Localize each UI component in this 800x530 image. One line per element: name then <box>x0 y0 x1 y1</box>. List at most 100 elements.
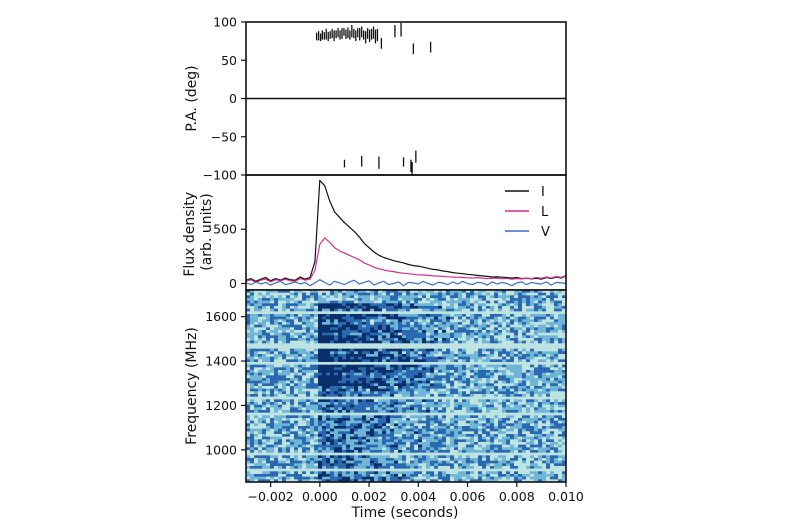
heatmap-cell <box>554 322 559 326</box>
heatmap-cell <box>562 319 567 323</box>
heatmap-cell <box>386 434 391 438</box>
heatmap-cell <box>322 300 327 304</box>
heatmap-cell <box>338 402 343 406</box>
heatmap-cell <box>542 442 547 446</box>
heatmap-cell <box>322 306 327 310</box>
heatmap-cell <box>370 322 375 326</box>
heatmap-cell <box>418 364 423 368</box>
heatmap-cell <box>394 367 399 371</box>
heatmap-cell <box>406 380 411 384</box>
heatmap-cell <box>530 306 535 310</box>
heatmap-cell <box>290 338 295 342</box>
heatmap-cell <box>310 292 315 296</box>
heatmap-cell <box>318 399 323 403</box>
heatmap-cell <box>446 308 451 312</box>
heatmap-cell <box>378 375 383 379</box>
heatmap-cell <box>554 391 559 395</box>
heatmap-cell <box>362 348 367 352</box>
heatmap-cell <box>522 343 527 347</box>
heatmap-cell <box>354 370 359 374</box>
heatmap-cell <box>318 311 323 315</box>
heatmap-cell <box>262 404 267 408</box>
heatmap-cell <box>278 410 283 414</box>
heatmap-cell <box>310 348 315 352</box>
heatmap-cell <box>262 290 267 294</box>
heatmap-cell <box>306 444 311 448</box>
heatmap-cell <box>390 396 395 400</box>
heatmap-cell <box>394 380 399 384</box>
heatmap-cell <box>338 394 343 398</box>
heatmap-cell <box>362 442 367 446</box>
heatmap-cell <box>318 364 323 368</box>
heatmap-cell <box>502 351 507 355</box>
heatmap-cell <box>322 388 327 392</box>
heatmap-cell <box>374 308 379 312</box>
heatmap-cell <box>298 388 303 392</box>
heatmap-cell <box>502 426 507 430</box>
heatmap-cell <box>538 348 543 352</box>
heatmap-cell <box>478 412 483 416</box>
heatmap-cell <box>514 295 519 299</box>
heatmap-cell <box>274 327 279 331</box>
heatmap-cell <box>266 308 271 312</box>
heatmap-cell <box>526 426 531 430</box>
heatmap-cell <box>486 404 491 408</box>
heatmap-cell <box>434 434 439 438</box>
heatmap-cell <box>450 324 455 328</box>
heatmap-cell <box>322 330 327 334</box>
heatmap-cell <box>438 431 443 435</box>
heatmap-cell <box>298 290 303 294</box>
heatmap-cell <box>554 335 559 339</box>
heatmap-cell <box>490 346 495 350</box>
heatmap-cell <box>322 383 327 387</box>
heatmap-cell <box>466 330 471 334</box>
heatmap-cell <box>358 298 363 302</box>
heatmap-cell <box>366 418 371 422</box>
heatmap-cell <box>442 396 447 400</box>
heatmap-cell <box>382 431 387 435</box>
heatmap-cell <box>538 354 543 358</box>
heatmap-cell <box>518 380 523 384</box>
heatmap-cell <box>346 399 351 403</box>
heatmap-cell <box>394 378 399 382</box>
heatmap-cell <box>494 380 499 384</box>
heatmap-cell <box>302 450 307 454</box>
heatmap-cell <box>434 335 439 339</box>
heatmap-cell <box>282 372 287 376</box>
heatmap-cell <box>426 306 431 310</box>
heatmap-cell <box>434 447 439 451</box>
heatmap-cell <box>486 420 491 424</box>
heatmap-cell <box>430 330 435 334</box>
heatmap-cell <box>378 412 383 416</box>
heatmap-cell <box>522 362 527 366</box>
heatmap-cell <box>318 423 323 427</box>
heatmap-cell <box>554 324 559 328</box>
heatmap-cell <box>494 362 499 366</box>
heatmap-cell <box>274 378 279 382</box>
heatmap-cell <box>414 402 419 406</box>
heatmap-cell <box>262 330 267 334</box>
heatmap-cell <box>330 383 335 387</box>
heatmap-cell <box>254 434 259 438</box>
heatmap-cell <box>486 410 491 414</box>
heatmap-cell <box>538 383 543 387</box>
heatmap-cell <box>414 428 419 432</box>
heatmap-cell <box>334 351 339 355</box>
heatmap-cell <box>554 450 559 454</box>
heatmap-cell <box>250 391 255 395</box>
heatmap-cell <box>518 340 523 344</box>
heatmap-cell <box>522 290 527 294</box>
heatmap-cell <box>314 327 319 331</box>
heatmap-cell <box>406 346 411 350</box>
heatmap-cell <box>334 338 339 342</box>
heatmap-cell <box>390 319 395 323</box>
heatmap-cell <box>294 367 299 371</box>
heatmap-cell <box>510 394 515 398</box>
heatmap-cell <box>314 298 319 302</box>
heatmap-cell <box>286 311 291 315</box>
heatmap-cell <box>502 311 507 315</box>
heatmap-cell <box>350 391 355 395</box>
heatmap-cell <box>522 332 527 336</box>
heatmap-cell <box>346 340 351 344</box>
heatmap-cell <box>246 426 251 430</box>
